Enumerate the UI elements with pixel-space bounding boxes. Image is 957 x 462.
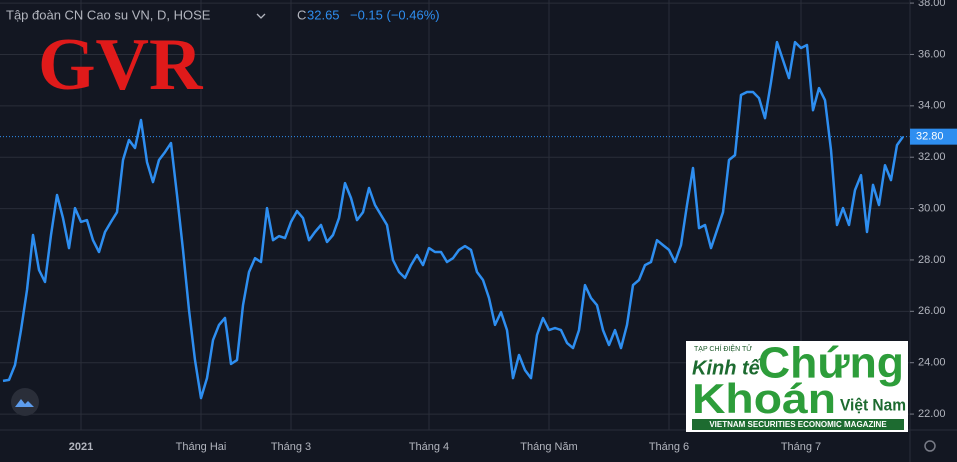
x-tick-label: Tháng 6	[649, 441, 689, 453]
close-value: 32.65	[307, 7, 340, 22]
settings-icon[interactable]	[924, 440, 936, 452]
logo-box	[686, 341, 908, 432]
watermark: GVR	[38, 24, 204, 106]
x-tick-label: 2021	[69, 441, 93, 453]
close-prefix: C	[297, 7, 306, 22]
change-value: −0.15 (−0.46%)	[350, 7, 440, 22]
logo-banner-text: VIETNAM SECURITIES ECONOMIC MAGAZINE	[709, 420, 887, 429]
x-tick-label: Tháng Năm	[520, 441, 577, 453]
y-tick-label: 38.00	[918, 0, 946, 9]
brand-icon[interactable]	[11, 388, 39, 416]
y-tick-label: 36.00	[918, 48, 946, 60]
y-tick-label: 22.00	[918, 408, 946, 420]
logo: TẠP CHÍ ĐIỆN TỬ Kinh tế Chứng Khoán Việt…	[686, 339, 908, 432]
x-tick-label: Tháng 7	[781, 441, 821, 453]
plot	[0, 40, 910, 400]
logo-kicker: TẠP CHÍ ĐIỆN TỬ	[694, 344, 752, 353]
price-line	[2, 40, 905, 400]
logo-text: Khoán	[692, 375, 836, 422]
x-tick-label: Tháng Hai	[176, 441, 227, 453]
grid	[0, 0, 910, 430]
last-price-label: 32.80	[916, 131, 944, 143]
y-tick-label: 28.00	[918, 254, 946, 266]
dropdown-icon[interactable]	[256, 13, 266, 19]
logo-text: Chứng	[758, 339, 904, 388]
y-tick-label: 30.00	[918, 202, 946, 214]
y-tick-label: 24.00	[918, 357, 946, 369]
logo-text: Việt Nam	[840, 395, 906, 414]
last-price-box	[910, 128, 957, 145]
x-tick-label: Tháng 3	[271, 441, 311, 453]
x-tick-label: Tháng 4	[409, 441, 449, 453]
y-tick-label: 34.00	[918, 100, 946, 112]
axis: 22.00 24.00 26.00 28.00 30.00 32.00 34.00 36.00…	[69, 0, 957, 453]
logo-banner	[692, 419, 904, 430]
y-tick-label: 26.00	[918, 305, 946, 317]
brand-icon-shape	[15, 399, 34, 407]
symbol-title[interactable]: Tập đoàn CN Cao su VN, D, HOSE	[6, 7, 211, 22]
y-tick-label: 32.00	[918, 151, 946, 163]
logo-text: Kinh tế	[692, 357, 762, 379]
